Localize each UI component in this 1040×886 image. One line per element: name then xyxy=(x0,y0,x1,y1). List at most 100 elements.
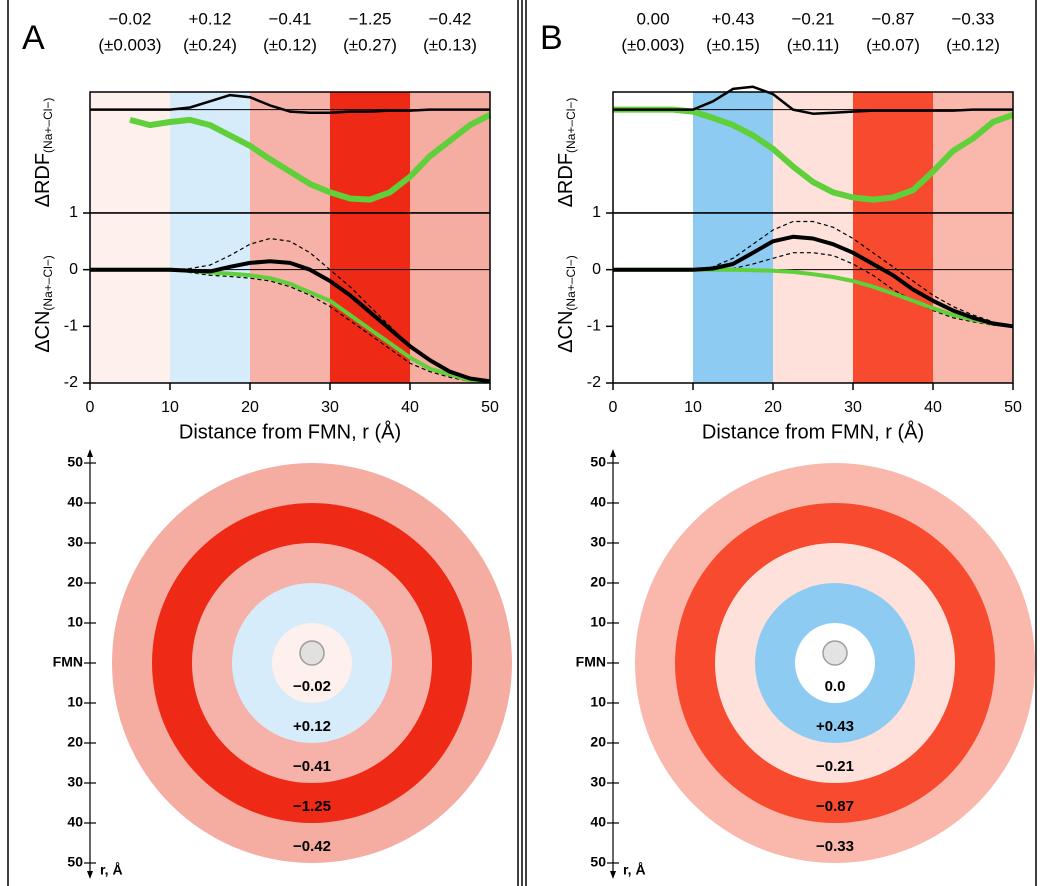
radius-tick-label: 40 xyxy=(590,814,606,830)
radius-tick-label: 20 xyxy=(590,574,606,590)
axis-arrow xyxy=(610,449,616,457)
x-tick-label: 40 xyxy=(401,399,419,416)
shell-error: (±0.13) xyxy=(423,35,477,54)
x-tick-label: 10 xyxy=(684,399,702,416)
shell-band xyxy=(330,213,410,383)
radius-tick-label: 40 xyxy=(67,494,83,510)
shell-band xyxy=(90,92,170,213)
radius-tick-label: 50 xyxy=(67,854,83,870)
shell-value: −0.02 xyxy=(108,9,151,28)
shell-error: (±0.24) xyxy=(183,35,237,54)
shell-band xyxy=(613,213,693,383)
y-axis-label-main: ΔCN xyxy=(555,311,577,353)
radius-tick-label: 50 xyxy=(590,454,606,470)
shell-error: (±0.11) xyxy=(787,35,839,54)
shell-value: −0.41 xyxy=(268,9,311,28)
x-tick-label: 50 xyxy=(481,399,499,416)
panel-frame xyxy=(525,0,1037,886)
radius-tick-label: 30 xyxy=(590,534,606,550)
y-tick-label: -1 xyxy=(64,318,78,335)
ring-label: +0.12 xyxy=(293,718,331,735)
radius-tick-label: FMN xyxy=(576,654,606,670)
radius-tick-label: 30 xyxy=(67,774,83,790)
shell-value: 0.00 xyxy=(636,9,669,28)
ring-label: −0.42 xyxy=(293,838,331,855)
y-axis-label-sub: (Na+–Cl−) xyxy=(41,255,55,310)
x-tick-label: 20 xyxy=(241,399,259,416)
axis-arrow xyxy=(87,871,93,879)
shell-band xyxy=(170,92,250,213)
radius-tick-label: 10 xyxy=(67,614,83,630)
y-tick-label: -2 xyxy=(64,374,78,391)
shell-band xyxy=(853,213,933,383)
shell-error: (±0.15) xyxy=(706,35,760,54)
shell-value: −0.33 xyxy=(951,9,994,28)
radius-tick-label: 40 xyxy=(590,494,606,510)
x-tick-label: 20 xyxy=(764,399,782,416)
y-tick-label: 1 xyxy=(69,204,78,221)
y-tick-label: -2 xyxy=(587,374,601,391)
ring-label: −0.33 xyxy=(816,838,854,855)
radius-tick-label: 10 xyxy=(590,614,606,630)
y-axis-label: ΔCN(Na+–Cl−) xyxy=(555,255,578,353)
fmn-site xyxy=(299,640,325,666)
radius-tick-label: 10 xyxy=(590,694,606,710)
data-line xyxy=(90,93,490,114)
x-tick-label: 40 xyxy=(924,399,942,416)
shell-error: (±0.003) xyxy=(98,35,161,54)
ring-label: −0.87 xyxy=(816,798,854,815)
fmn-site xyxy=(822,640,848,666)
ring-label: −1.25 xyxy=(293,798,331,815)
x-tick-label: 30 xyxy=(321,399,339,416)
shell-value: +0.43 xyxy=(711,9,754,28)
x-tick-label: 0 xyxy=(86,399,95,416)
panel-label: B xyxy=(540,19,563,57)
x-axis-label: Distance from FMN, r (Å) xyxy=(179,420,401,443)
radius-tick-label: 30 xyxy=(67,534,83,550)
shell-error: (±0.07) xyxy=(866,35,920,54)
ring-label: −0.21 xyxy=(816,758,854,775)
shell-band xyxy=(410,213,490,383)
shell-band xyxy=(170,213,250,383)
shell-value: −1.25 xyxy=(348,9,391,28)
data-line xyxy=(613,234,1014,329)
shell-error: (±0.12) xyxy=(946,35,1000,54)
shell-error: (±0.27) xyxy=(343,35,397,54)
plot-frame xyxy=(89,212,491,384)
data-line xyxy=(90,259,491,384)
axis-arrow xyxy=(610,871,616,879)
x-axis-label: Distance from FMN, r (Å) xyxy=(702,420,924,443)
y-axis-label-main: ΔRDF xyxy=(555,153,577,207)
shell-value: −0.42 xyxy=(428,9,471,28)
shell-band xyxy=(693,213,773,383)
y-axis-label: ΔRDF(Na+–Cl−) xyxy=(32,98,55,208)
shell-band xyxy=(933,92,1013,213)
data-line xyxy=(613,85,1013,115)
x-tick-label: 10 xyxy=(161,399,179,416)
y-axis-label-main: ΔRDF xyxy=(32,153,54,207)
radius-axis-label: r, Å xyxy=(623,862,646,878)
shell-band xyxy=(410,92,490,213)
ring-label: −0.02 xyxy=(293,678,331,695)
shell-band xyxy=(693,92,773,213)
y-tick-label: 0 xyxy=(69,261,78,278)
y-axis-label-sub: (Na+–Cl−) xyxy=(564,98,578,153)
radius-tick-label: 50 xyxy=(590,854,606,870)
axis-arrow xyxy=(87,449,93,457)
x-tick-label: 30 xyxy=(844,399,862,416)
y-tick-label: -1 xyxy=(587,318,601,335)
radius-tick-label: 50 xyxy=(67,454,83,470)
shell-band xyxy=(90,213,170,383)
radius-tick-label: FMN xyxy=(53,654,83,670)
radius-axis-label: r, Å xyxy=(100,862,123,878)
x-tick-label: 50 xyxy=(1004,399,1022,416)
ring-label: +0.43 xyxy=(816,718,854,735)
radius-tick-label: 10 xyxy=(67,694,83,710)
y-axis-label: ΔRDF(Na+–Cl−) xyxy=(555,98,578,208)
shell-error: (±0.003) xyxy=(621,35,684,54)
radius-tick-label: 30 xyxy=(590,774,606,790)
data-line xyxy=(129,112,492,203)
shell-value: −0.87 xyxy=(871,9,914,28)
shell-value: +0.12 xyxy=(188,9,231,28)
